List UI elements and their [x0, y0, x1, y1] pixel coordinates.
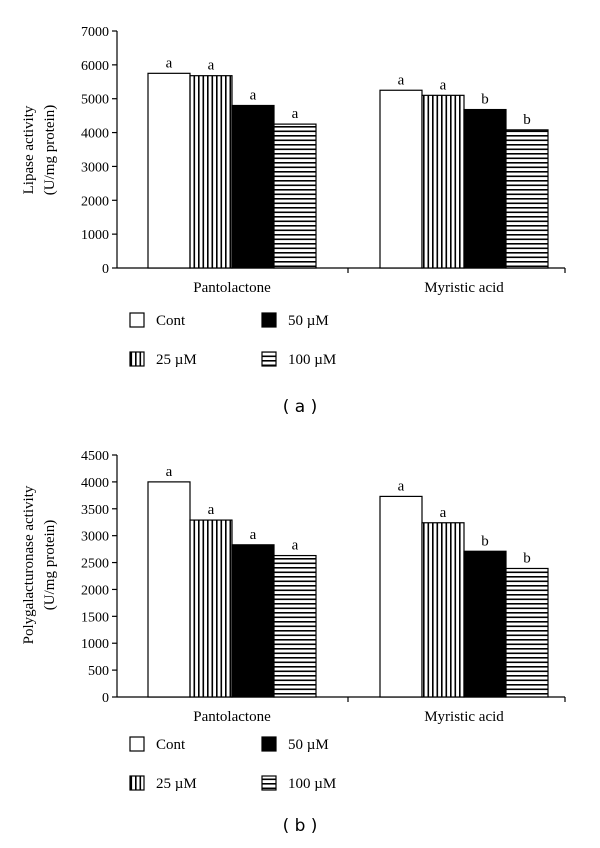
- lipase-chart: 0 1000 2000 3000 4000 5000 6000 7000 a a a a Pantola…: [21, 25, 566, 417]
- significance-label: a: [250, 527, 257, 543]
- y-tick-label: 1500: [81, 610, 109, 625]
- bar-c50-pantolactone: [231, 104, 275, 269]
- significance-label: a: [166, 55, 173, 71]
- y-tick-label: 0: [102, 262, 109, 277]
- bar-c25-pantolactone: [189, 75, 233, 269]
- y-axis-title: Polygalacturonase activity: [21, 485, 37, 644]
- y-axis-title-units: (U/mg protein): [42, 105, 58, 195]
- y-tick-label: 2000: [81, 583, 109, 598]
- y-tick-label: 4000: [81, 476, 109, 491]
- category-label: Myristic acid: [424, 709, 504, 725]
- y-tick-label: 500: [88, 664, 109, 679]
- bar-c50-myristic-acid: [463, 108, 507, 269]
- significance-label: b: [523, 550, 531, 566]
- significance-label: a: [250, 87, 257, 103]
- polygalacturonase-chart: 0 500 1000 1500 2000 2500 3000 3500 4000 4500 a a a a…: [21, 449, 566, 836]
- legend-swatch-c50: [261, 312, 277, 328]
- significance-label: a: [440, 505, 447, 521]
- legend-swatch-cont: [129, 312, 145, 328]
- category-label: Pantolactone: [193, 709, 271, 725]
- panel-label: ( a ): [283, 397, 318, 417]
- bar-c100-pantolactone: [273, 123, 317, 269]
- y-axis-title-units: (U/mg protein): [42, 520, 58, 610]
- significance-label: b: [523, 112, 531, 128]
- legend-swatch-c25: [129, 351, 145, 367]
- y-tick-label: 2500: [81, 557, 109, 572]
- y-axis-title: Lipase activity: [21, 105, 37, 194]
- category-label: Pantolactone: [193, 280, 271, 296]
- legend-swatch-c25: [129, 775, 145, 791]
- legend-label-cont: Cont: [156, 313, 186, 329]
- y-tick-label: 0: [102, 691, 109, 706]
- panel-label: ( b ): [283, 816, 318, 836]
- y-tick-label: 7000: [81, 25, 109, 40]
- y-tick-label: 4000: [81, 127, 109, 142]
- legend-label-cont: Cont: [156, 737, 186, 753]
- y-tick-label: 3000: [81, 160, 109, 175]
- category-label: Myristic acid: [424, 280, 504, 296]
- significance-label: a: [398, 72, 405, 88]
- bar-c25-myristic-acid: [421, 94, 465, 269]
- bar-c25-myristic-acid: [421, 522, 465, 698]
- legend-swatch-c50: [261, 736, 277, 752]
- y-tick-label: 5000: [81, 93, 109, 108]
- bar-c50-pantolactone: [231, 544, 275, 698]
- bar-cont-pantolactone: [147, 481, 191, 698]
- y-tick-label: 3500: [81, 503, 109, 518]
- significance-label: b: [481, 92, 489, 108]
- y-tick-label: 6000: [81, 59, 109, 74]
- legend-label-c50: 50 µM: [288, 313, 329, 329]
- y-tick-label: 1000: [81, 637, 109, 652]
- significance-label: a: [208, 502, 215, 518]
- significance-label: a: [166, 464, 173, 480]
- y-tick-label: 4500: [81, 449, 109, 464]
- legend-label-c50: 50 µM: [288, 737, 329, 753]
- significance-label: a: [292, 538, 299, 554]
- bar-c100-myristic-acid: [505, 129, 549, 269]
- y-tick-label: 1000: [81, 228, 109, 243]
- legend-label-c25: 25 µM: [156, 776, 197, 792]
- legend-swatch-cont: [129, 736, 145, 752]
- y-tick-label: 2000: [81, 194, 109, 209]
- significance-label: b: [481, 533, 489, 549]
- significance-label: a: [440, 77, 447, 93]
- bar-cont-myristic-acid: [379, 495, 423, 698]
- bar-c100-myristic-acid: [505, 567, 549, 698]
- significance-label: a: [208, 58, 215, 74]
- legend-swatch-c100: [261, 775, 277, 791]
- bar-c25-pantolactone: [189, 519, 233, 698]
- significance-label: a: [398, 478, 405, 494]
- bar-cont-myristic-acid: [379, 89, 423, 269]
- bar-c100-pantolactone: [273, 554, 317, 698]
- bar-cont-pantolactone: [147, 72, 191, 269]
- legend-swatch-c100: [261, 351, 277, 367]
- legend-label-c25: 25 µM: [156, 352, 197, 368]
- legend-label-c100: 100 µM: [288, 776, 336, 792]
- bar-c50-myristic-acid: [463, 550, 507, 698]
- significance-label: a: [292, 106, 299, 122]
- legend-label-c100: 100 µM: [288, 352, 336, 368]
- y-tick-label: 3000: [81, 530, 109, 545]
